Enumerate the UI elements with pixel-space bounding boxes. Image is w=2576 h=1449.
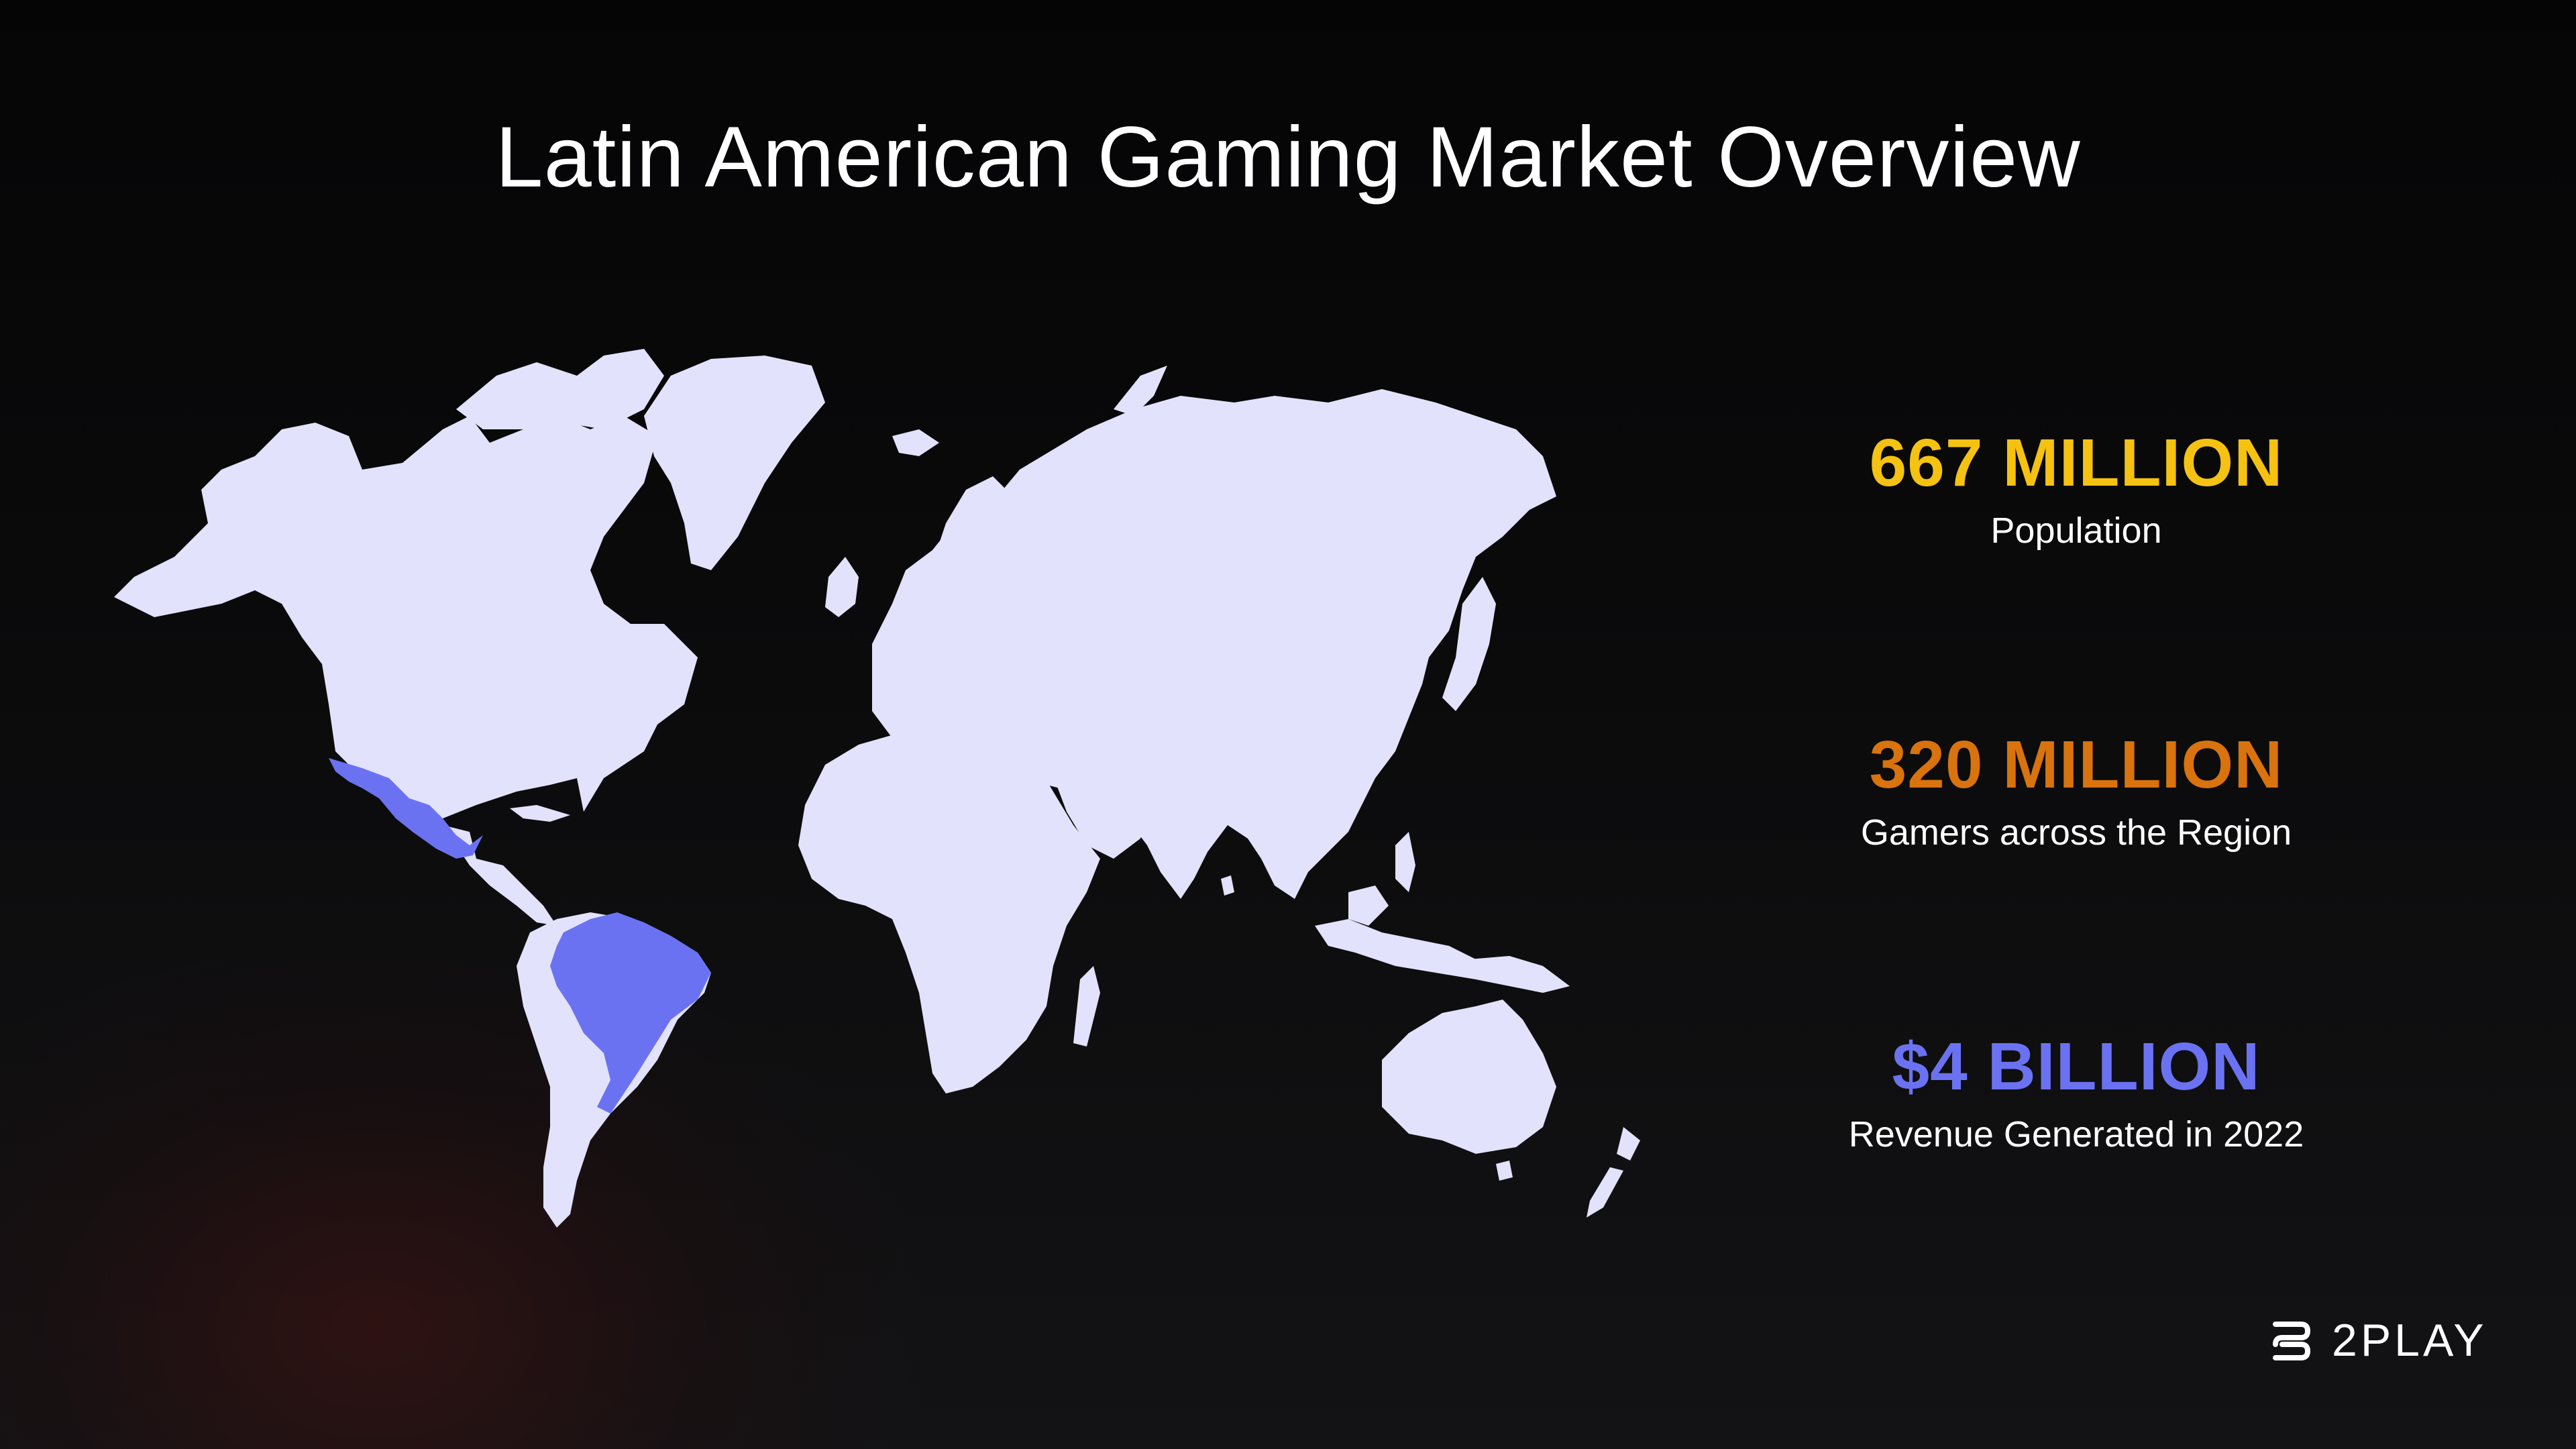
stat-gamers: 320 MILLION Gamers across the Region — [1764, 724, 2388, 856]
africa-land — [798, 731, 1100, 1093]
tasmania-land — [1496, 1161, 1513, 1181]
population-label: Population — [1990, 511, 2162, 551]
new-zealand-south-land — [1587, 1167, 1623, 1218]
stat-population: 667 MILLION Population — [1764, 423, 2388, 554]
caribbean-land — [510, 805, 570, 822]
sri-lanka-land — [1221, 875, 1234, 896]
world-map — [114, 349, 1640, 1228]
greenland-land — [644, 356, 825, 570]
gamers-value: 320 MILLION — [1869, 727, 2284, 802]
brand-logo: 2PLAY — [2266, 1313, 2487, 1367]
madagascar-land — [1073, 966, 1100, 1046]
logo-text: 2PLAY — [2332, 1315, 2487, 1366]
revenue-value: $4 BILLION — [1892, 1029, 2261, 1104]
north-america-land — [114, 416, 698, 825]
japan-land — [1442, 577, 1496, 711]
scandinavia-land — [932, 476, 1013, 590]
new-guinea-land — [1469, 956, 1570, 993]
2play-logo-icon — [2273, 1322, 2310, 1360]
australia-land — [1382, 1000, 1556, 1154]
novaya-zemlya-land — [1114, 366, 1167, 416]
arabian-peninsula-land — [1046, 751, 1154, 859]
mexico-highlight — [329, 758, 483, 859]
gamers-label: Gamers across the Region — [1860, 812, 2292, 853]
eurasia-land — [872, 389, 1556, 899]
revenue-label: Revenue Generated in 2022 — [1848, 1114, 2304, 1155]
population-value: 667 MILLION — [1869, 425, 2284, 500]
stat-revenue: $4 BILLION Revenue Generated in 2022 — [1764, 1026, 2388, 1158]
page-title: Latin American Gaming Market Overview — [495, 109, 2081, 205]
borneo-land — [1348, 885, 1389, 926]
british-isles-land — [825, 557, 859, 617]
iceland-land — [892, 429, 939, 456]
brazil-highlight — [550, 912, 711, 1114]
philippines-land — [1395, 832, 1415, 892]
new-zealand-land — [1617, 1127, 1640, 1161]
arctic-islands-land — [456, 349, 664, 429]
indonesia-land — [1315, 919, 1496, 979]
